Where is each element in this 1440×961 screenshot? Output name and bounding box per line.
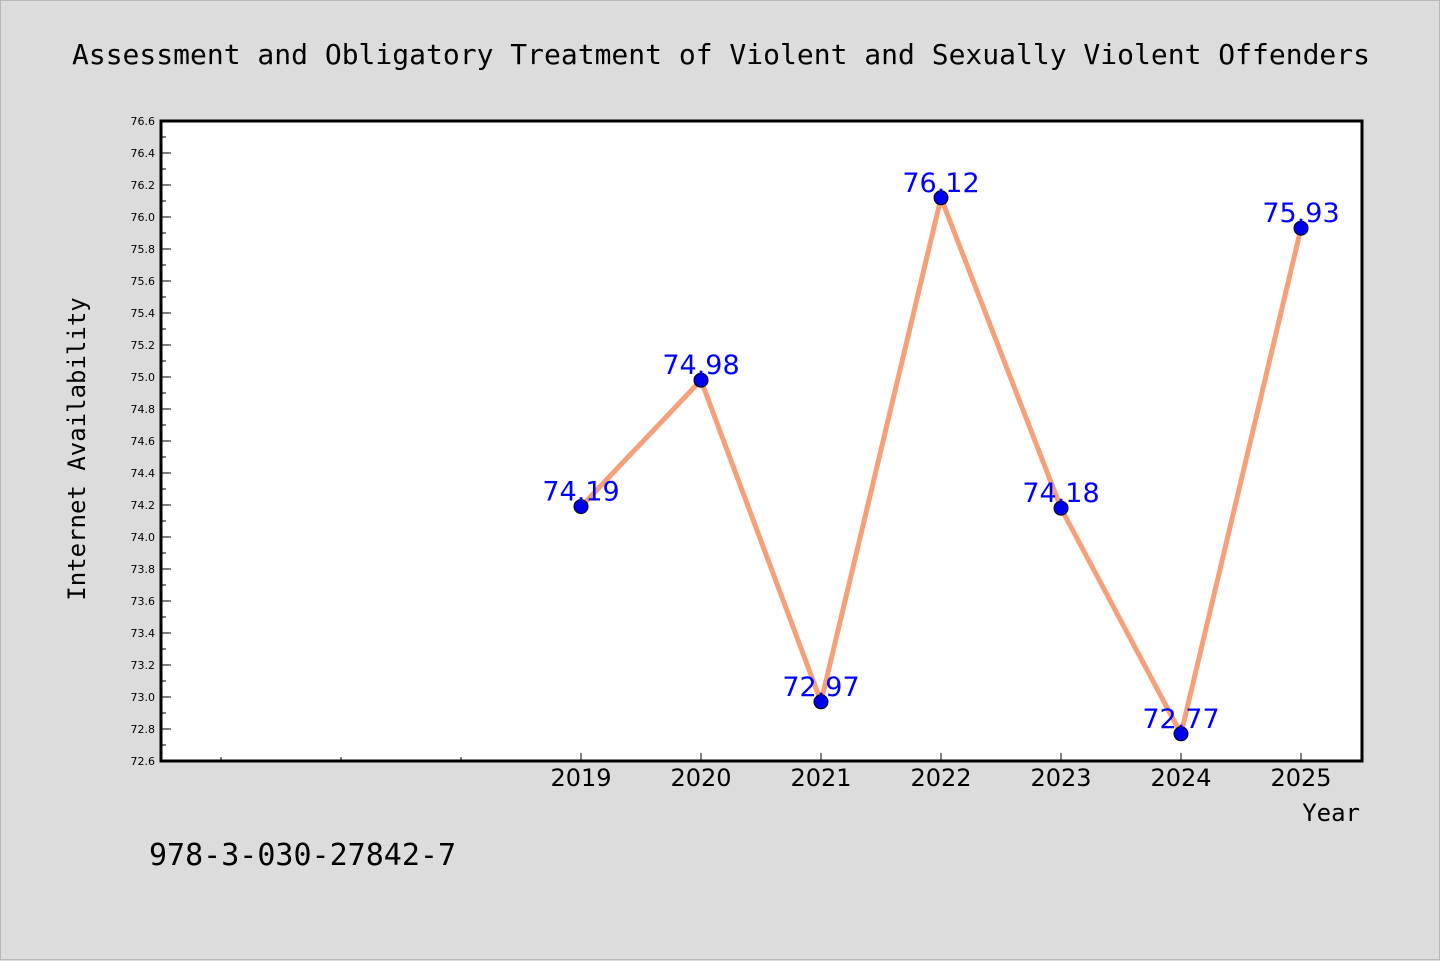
y-tick-label: 76.6 <box>131 115 156 128</box>
data-label: 76.12 <box>902 168 979 199</box>
y-tick-label: 74.4 <box>131 467 156 480</box>
y-tick-label: 74.6 <box>131 435 156 448</box>
data-label: 74.98 <box>662 350 739 381</box>
x-tick-label: 2024 <box>1150 764 1211 792</box>
data-point <box>573 499 589 515</box>
y-tick-label: 72.6 <box>131 755 156 768</box>
chart-title: Assessment and Obligatory Treatment of V… <box>72 38 1370 71</box>
y-tick-label: 73.2 <box>131 659 156 672</box>
y-tick-label: 76.0 <box>131 211 156 224</box>
x-tick-label: 2020 <box>670 764 731 792</box>
data-label: 75.93 <box>1262 198 1339 229</box>
y-tick-label: 75.0 <box>131 371 156 384</box>
y-tick-label: 75.8 <box>131 243 156 256</box>
data-point <box>933 190 949 206</box>
y-tick-label: 74.2 <box>131 499 156 512</box>
x-axis-label: Year <box>1302 799 1360 827</box>
data-label: 72.77 <box>1142 704 1219 735</box>
y-tick-label: 74.8 <box>131 403 156 416</box>
data-label: 74.18 <box>1022 478 1099 509</box>
plot-area <box>159 119 1364 763</box>
x-tick-label: 2021 <box>790 764 851 792</box>
y-axis: 72.6 72.8 73.0 73.2 73.4 73.6 73.8 74.0 74.2 74.4… <box>131 115 171 768</box>
y-tick-label: 75.2 <box>131 339 156 352</box>
y-tick-label: 76.2 <box>131 179 156 192</box>
y-tick-label: 75.4 <box>131 307 156 320</box>
x-tick-label: 2025 <box>1270 764 1331 792</box>
data-point <box>813 694 829 710</box>
y-tick-label: 73.8 <box>131 563 156 576</box>
data-label: 72.97 <box>782 672 859 703</box>
y-tick-label: 73.6 <box>131 595 156 608</box>
data-label: 74.19 <box>542 477 619 508</box>
x-tick-label: 2023 <box>1030 764 1091 792</box>
data-point <box>1053 500 1069 516</box>
y-tick-label: 72.8 <box>131 723 156 736</box>
y-tick-label: 73.0 <box>131 691 156 704</box>
data-point <box>1293 220 1309 236</box>
y-tick-label: 75.6 <box>131 275 156 288</box>
data-point <box>693 372 709 388</box>
data-point <box>1173 726 1189 742</box>
y-tick-label: 73.4 <box>131 627 156 640</box>
x-tick-label: 2019 <box>550 764 611 792</box>
y-tick-label: 76.4 <box>131 147 156 160</box>
footer-isbn: 978-3-030-27842-7 <box>149 838 456 873</box>
series-line-group: 74.19 74.98 72.97 76.12 74.18 72.77 75.93 <box>542 168 1340 742</box>
x-tick-label: 2022 <box>910 764 971 792</box>
y-tick-label: 74.0 <box>131 531 156 544</box>
y-axis-label: Internet Availability <box>63 297 91 600</box>
x-axis: 2019 2020 2021 2022 2023 2024 2025 <box>220 753 1332 792</box>
